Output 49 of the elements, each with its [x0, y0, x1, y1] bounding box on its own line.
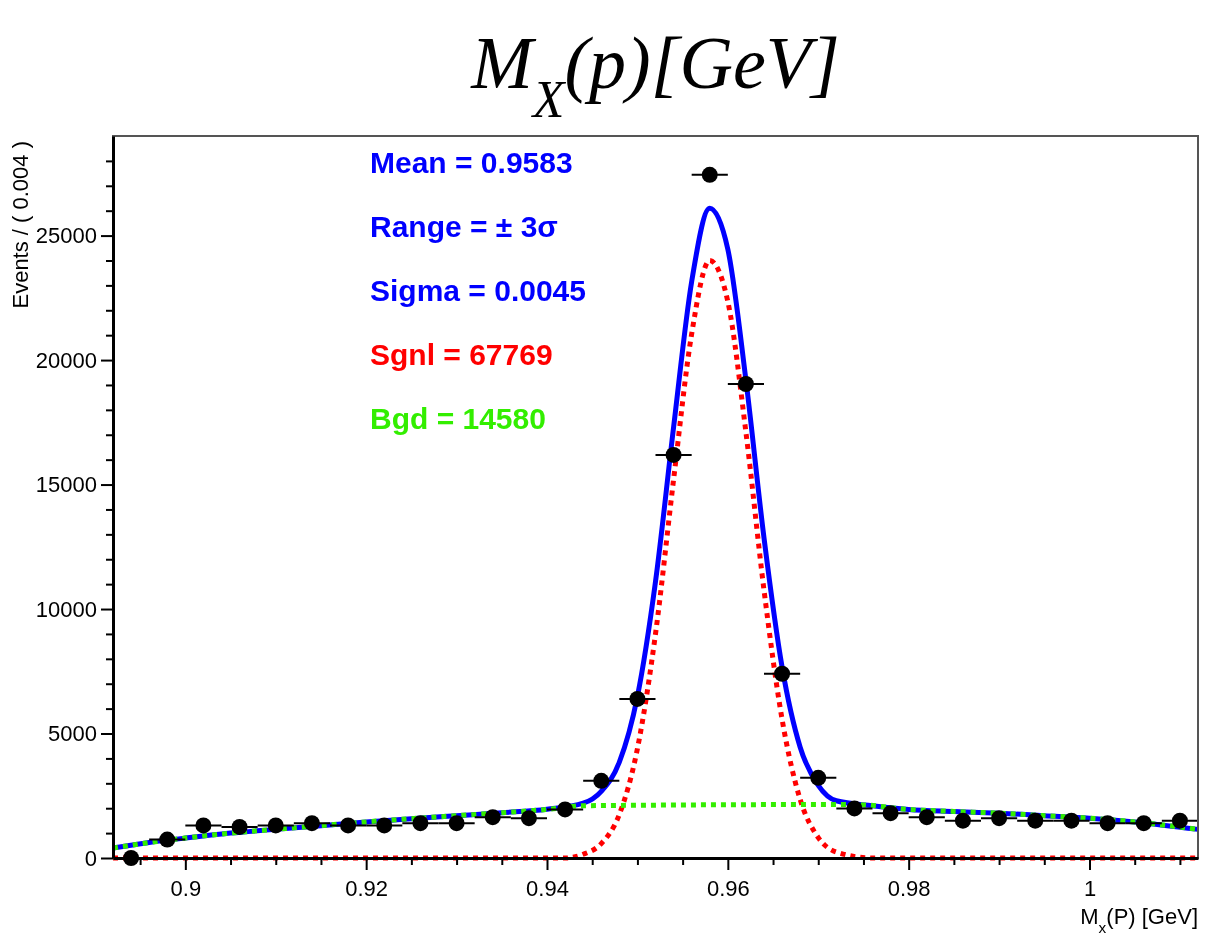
- point: [557, 801, 574, 818]
- point: [1063, 812, 1080, 829]
- x-tick-label: 0.94: [526, 876, 569, 901]
- annotation: Sigma = 0.0045: [370, 274, 586, 307]
- point: [1027, 812, 1044, 829]
- chart-title: M$_{X}$(p)[GeV]: [470, 22, 840, 128]
- annotation: Mean = 0.9583: [370, 146, 573, 179]
- point: [303, 815, 320, 832]
- point: [448, 815, 465, 832]
- point: [991, 810, 1008, 827]
- x-tick-label: 0.9: [170, 876, 202, 901]
- x-tick-label: 0.92: [345, 876, 389, 901]
- y-tick-label: 25000: [35, 223, 97, 249]
- point: [918, 809, 935, 826]
- y-tick-label: 10000: [35, 596, 97, 622]
- point: [593, 772, 610, 789]
- annotation: Sgnl = 67769: [370, 338, 553, 371]
- y-tick-label: 0: [84, 845, 97, 871]
- point: [484, 809, 501, 826]
- point: [376, 817, 393, 834]
- point: [1099, 815, 1116, 832]
- point: [737, 375, 754, 392]
- point: [774, 665, 791, 682]
- annotation: Bgd = 14580: [370, 402, 546, 435]
- point: [665, 446, 682, 463]
- y-tick-label: 5000: [48, 721, 97, 747]
- point: [1135, 815, 1152, 832]
- point: [846, 800, 863, 817]
- point: [629, 690, 646, 707]
- y-tick-label: 15000: [35, 472, 97, 498]
- point: [267, 817, 284, 834]
- point: [954, 812, 971, 829]
- y-axis-title: Events / ( 0.004 ): [8, 141, 33, 309]
- x-tick-label: 0.96: [706, 876, 750, 901]
- point: [520, 810, 537, 827]
- point: [810, 769, 827, 786]
- y-tick-label: 20000: [35, 347, 97, 373]
- point: [412, 815, 429, 832]
- x-tick-label: 1: [1083, 876, 1097, 901]
- point: [1171, 812, 1188, 829]
- point: [340, 817, 357, 834]
- point: [159, 831, 176, 848]
- point: [195, 817, 212, 834]
- point: [701, 166, 718, 183]
- x-axis-title: M$_{x}$(P) [GeV]: [1080, 904, 1198, 936]
- x-tick-label: 0.98: [887, 876, 931, 901]
- point: [231, 818, 248, 835]
- point: [882, 805, 899, 822]
- annotation: Range = ± 3σ: [370, 210, 558, 243]
